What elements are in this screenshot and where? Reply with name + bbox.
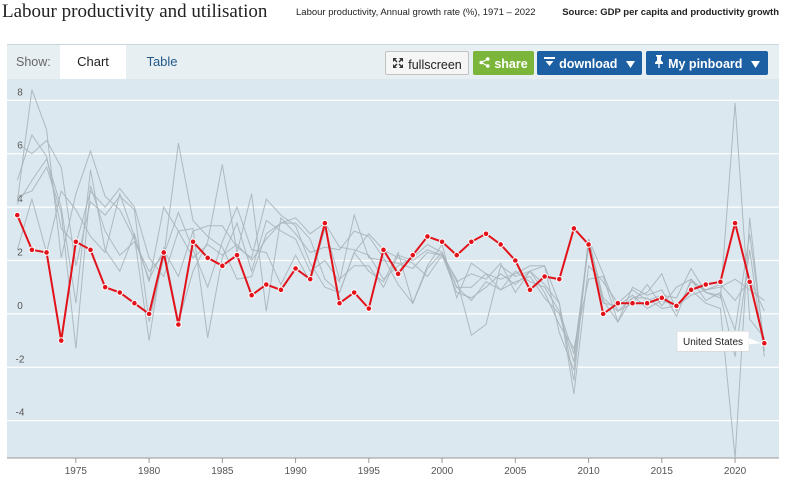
share-button[interactable]: share xyxy=(473,51,534,75)
chart-toolbar: Show: Chart Table fullscreen share downl… xyxy=(7,44,779,79)
data-point xyxy=(512,257,519,264)
data-point xyxy=(116,289,124,296)
y-tick-label: -2 xyxy=(16,354,25,365)
y-tick-label: 2 xyxy=(17,247,23,258)
data-point xyxy=(189,238,197,246)
data-point xyxy=(101,283,109,291)
x-tick-label: 1980 xyxy=(138,466,161,477)
data-point xyxy=(248,291,255,299)
data-point xyxy=(599,310,607,318)
data-point xyxy=(409,251,417,259)
data-point xyxy=(145,310,153,318)
data-point xyxy=(336,299,343,307)
data-point xyxy=(277,286,285,294)
data-point xyxy=(453,251,461,259)
data-point xyxy=(761,339,768,347)
data-point xyxy=(687,286,695,294)
data-point xyxy=(570,225,578,232)
x-tick-label: 2020 xyxy=(724,466,747,477)
data-point xyxy=(57,337,65,344)
data-point xyxy=(394,270,402,278)
x-tick-label: 2015 xyxy=(651,466,674,477)
background-series-line xyxy=(16,164,765,459)
y-tick-label: 8 xyxy=(17,87,23,98)
data-point xyxy=(306,275,314,283)
x-tick-label: 2010 xyxy=(577,466,600,477)
share-label: share xyxy=(494,56,528,71)
data-point xyxy=(555,275,563,283)
data-point xyxy=(482,230,490,238)
x-tick-label: 1985 xyxy=(211,466,234,477)
data-point xyxy=(292,265,299,272)
x-tick-label: 1975 xyxy=(65,466,88,477)
data-point xyxy=(87,246,94,254)
background-series-line xyxy=(16,133,765,394)
data-point xyxy=(497,241,504,248)
series-callout-pointer xyxy=(749,338,762,345)
x-tick-label: 2000 xyxy=(431,466,454,477)
data-point xyxy=(468,238,475,246)
series-callout-label: United States xyxy=(683,337,743,348)
caret-down-icon xyxy=(625,52,635,76)
x-tick-label: 1995 xyxy=(358,466,381,477)
y-tick-label: -4 xyxy=(16,408,25,419)
highlight-series-line xyxy=(16,214,766,344)
data-point xyxy=(350,289,358,296)
data-point xyxy=(219,262,226,270)
download-arrow-icon xyxy=(544,52,556,76)
data-point xyxy=(43,249,50,256)
download-button[interactable]: download xyxy=(537,51,642,75)
page-title: Labour productivity and utilisation xyxy=(2,1,268,22)
pinboard-label: My pinboard xyxy=(668,56,743,71)
data-point xyxy=(365,305,373,312)
data-point xyxy=(673,302,680,310)
data-point xyxy=(380,246,387,254)
pinboard-button[interactable]: My pinboard xyxy=(646,51,768,75)
data-point xyxy=(541,273,548,280)
y-tick-label: 0 xyxy=(17,301,23,312)
data-point xyxy=(262,281,270,288)
data-point xyxy=(643,299,651,307)
data-point xyxy=(438,238,446,246)
data-point xyxy=(731,219,739,227)
x-tick-label: 2005 xyxy=(504,466,527,477)
source-note: Source: GDP per capita and productivity … xyxy=(562,7,779,18)
caret-down-icon xyxy=(750,52,760,76)
data-point xyxy=(160,249,168,256)
data-point xyxy=(233,251,241,259)
tab-table[interactable]: Table xyxy=(146,54,178,69)
tab-chart[interactable]: Chart xyxy=(60,44,126,79)
pin-icon xyxy=(654,52,664,76)
data-point xyxy=(629,299,636,307)
data-point xyxy=(13,211,21,219)
data-point xyxy=(614,299,622,307)
data-point xyxy=(28,246,36,254)
data-point xyxy=(321,219,329,227)
fullscreen-button[interactable]: fullscreen xyxy=(385,51,469,75)
plot-area xyxy=(7,79,779,458)
data-point xyxy=(204,254,211,262)
share-icon xyxy=(479,52,490,76)
data-point xyxy=(717,278,724,286)
fullscreen-label: fullscreen xyxy=(408,57,462,72)
data-point xyxy=(131,299,138,307)
data-point xyxy=(585,241,592,248)
data-point xyxy=(424,233,431,240)
data-point xyxy=(702,281,710,288)
show-label: Show: xyxy=(16,55,51,69)
y-tick-label: 6 xyxy=(17,141,23,152)
data-point xyxy=(72,238,80,246)
data-point xyxy=(746,278,754,286)
chart-subtitle: Labour productivity, Annual growth rate … xyxy=(296,7,536,18)
data-point xyxy=(658,294,666,302)
expand-arrows-icon xyxy=(392,53,404,77)
page-header: Labour productivity and utilisation Labo… xyxy=(0,0,789,34)
x-tick-label: 1990 xyxy=(284,466,307,477)
data-point xyxy=(175,321,182,328)
data-point xyxy=(526,286,534,294)
download-label: download xyxy=(559,56,618,71)
